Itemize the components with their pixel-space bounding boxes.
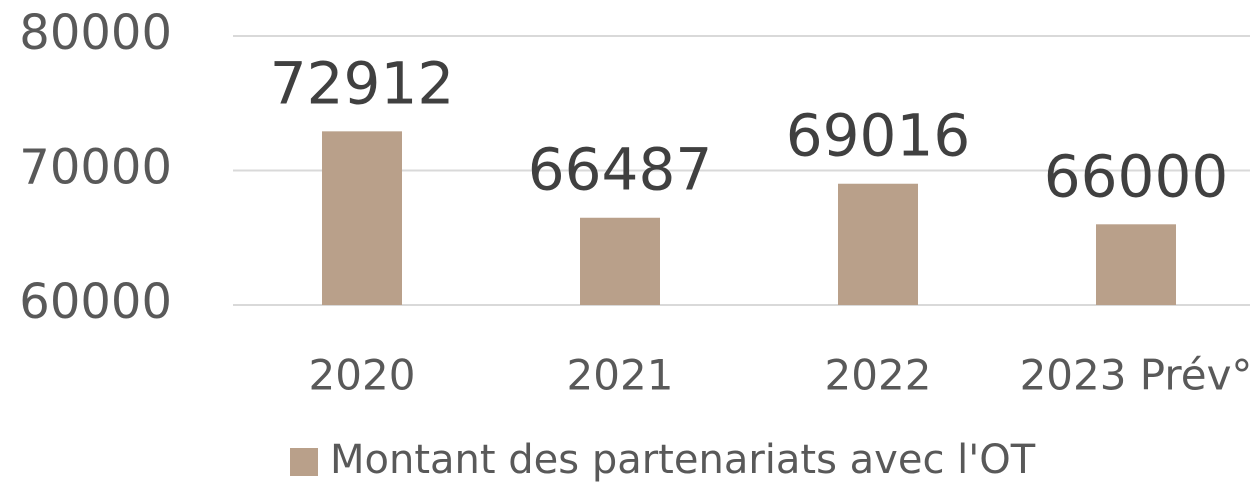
data-label: 72912 bbox=[270, 49, 455, 117]
data-label: 66000 bbox=[1044, 142, 1229, 210]
x-tick-label: 2020 bbox=[309, 351, 416, 400]
data-label: 69016 bbox=[786, 102, 971, 170]
bar bbox=[580, 217, 660, 305]
y-tick-label: 70000 bbox=[19, 140, 172, 196]
legend-label: Montant des partenariats avec l'OT bbox=[330, 437, 1036, 482]
bar bbox=[838, 183, 918, 305]
y-tick-label: 80000 bbox=[19, 5, 172, 61]
legend-swatch bbox=[290, 448, 318, 476]
bar bbox=[322, 131, 402, 305]
y-tick-label: 60000 bbox=[19, 274, 172, 330]
x-tick-label: 2021 bbox=[567, 351, 674, 400]
x-tick-label: 2023 Prév° bbox=[1020, 351, 1250, 400]
data-label: 66487 bbox=[528, 136, 713, 204]
x-tick-label: 2022 bbox=[825, 351, 932, 400]
bar bbox=[1096, 224, 1176, 305]
